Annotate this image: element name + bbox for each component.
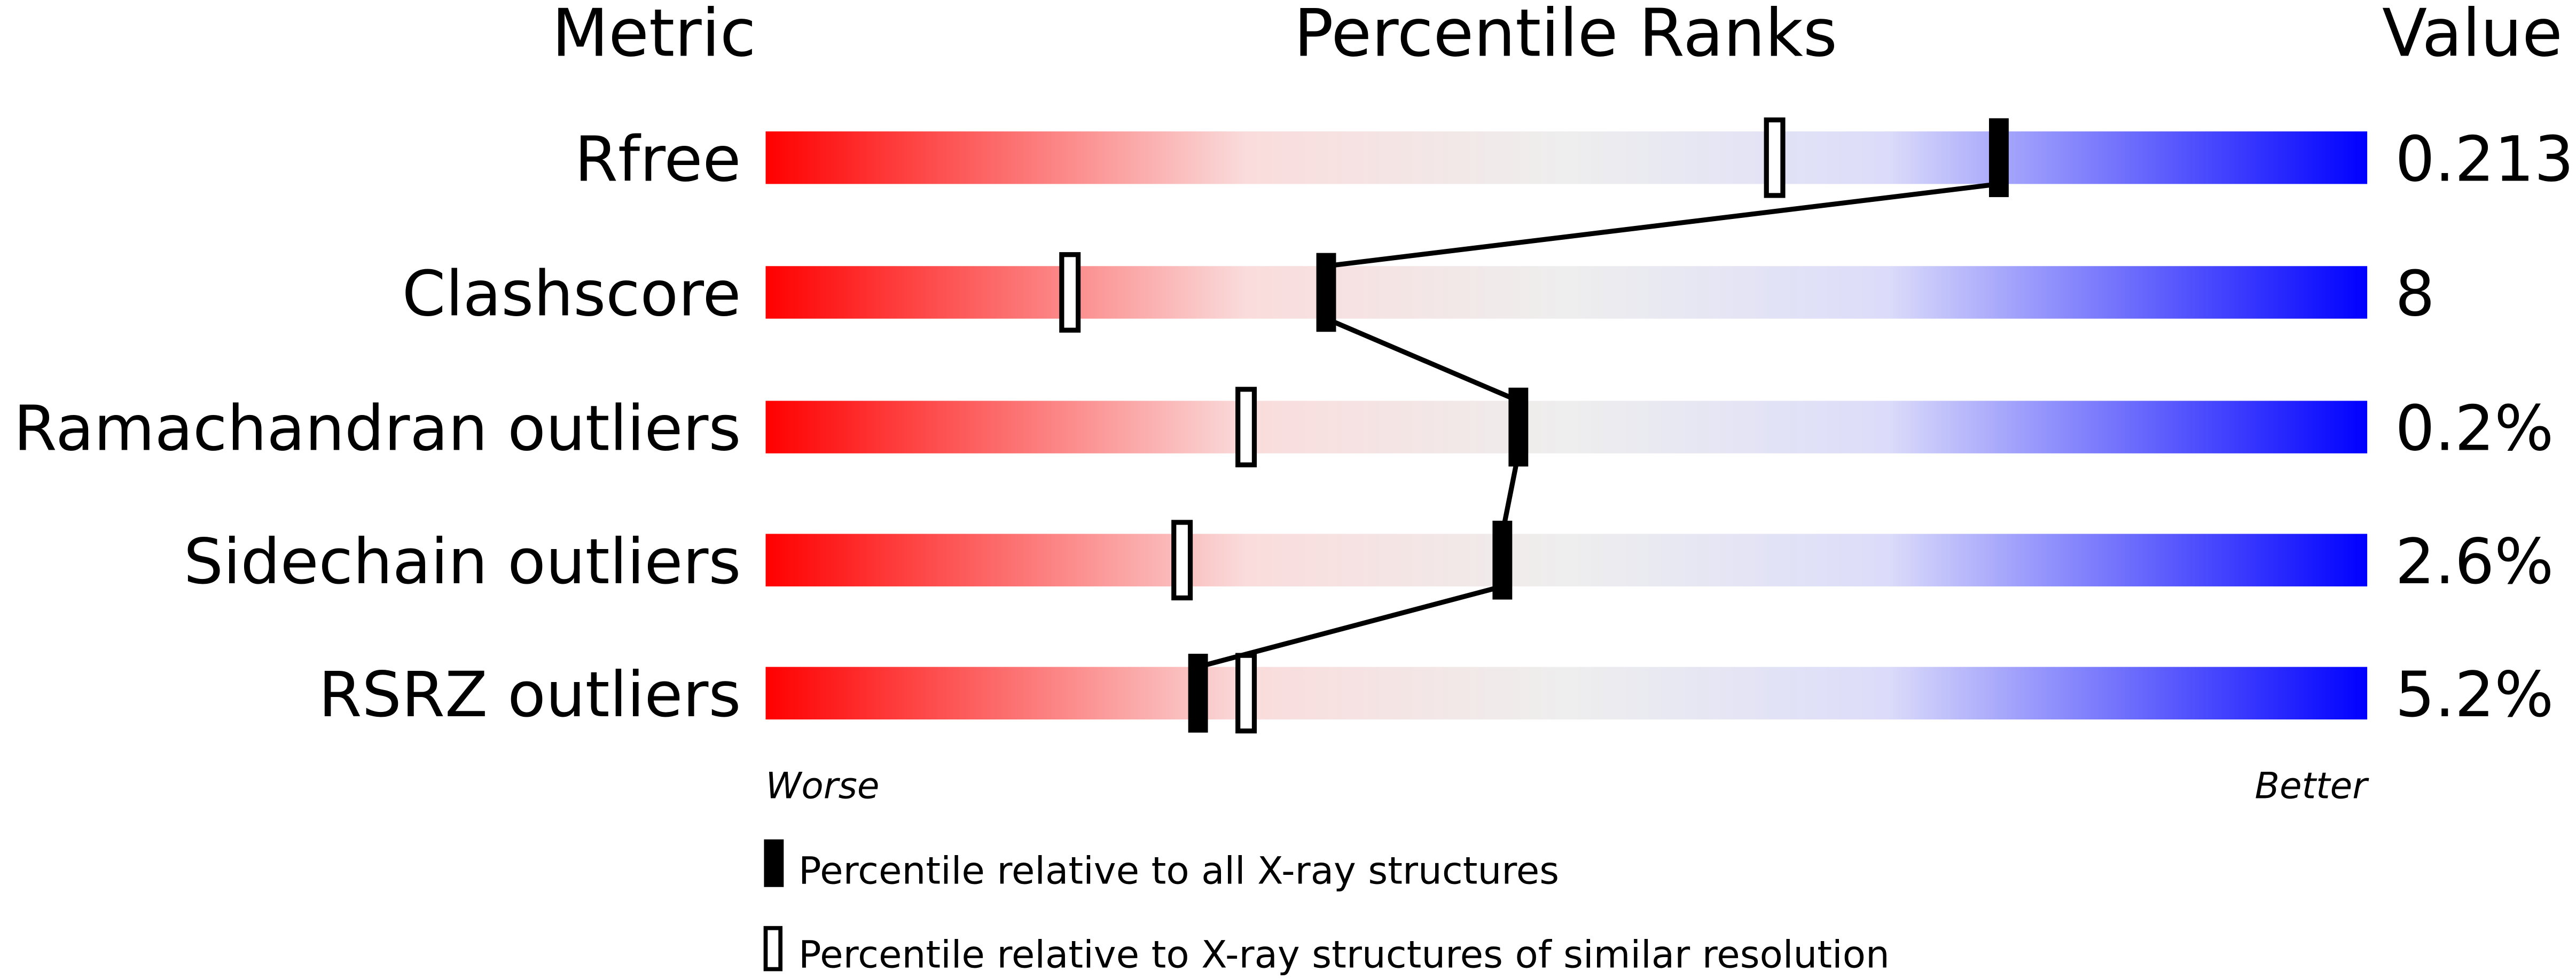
metric-value: 2.6%	[2395, 526, 2554, 598]
better-label: Better	[2255, 765, 2370, 807]
connector-line	[1325, 316, 1520, 403]
header-metric: Metric	[552, 0, 756, 72]
metric-label: Ramachandran outliers	[13, 393, 741, 465]
all-structures-marker	[1988, 118, 2009, 198]
metric-label: Clashscore	[402, 257, 741, 330]
connector-line	[1326, 181, 1999, 269]
metric-value: 8	[2395, 257, 2434, 330]
metric-value: 0.2%	[2395, 393, 2554, 465]
header-value: Value	[2382, 0, 2563, 72]
connector-line	[1500, 452, 1521, 535]
metric-label: RSRZ outliers	[318, 659, 741, 731]
legend-open-marker	[763, 926, 783, 972]
all-structures-marker	[1508, 387, 1529, 467]
all-structures-marker	[1492, 520, 1513, 600]
similar-resolution-marker	[1059, 252, 1081, 333]
all-structures-marker	[1188, 654, 1208, 733]
percentile-bar	[765, 131, 2368, 184]
similar-resolution-marker	[1171, 520, 1193, 601]
header-percentile-ranks: Percentile Ranks	[1294, 0, 1837, 72]
percentile-bar	[765, 667, 2368, 720]
similar-resolution-marker	[1235, 387, 1257, 467]
all-structures-marker	[1316, 253, 1336, 332]
metric-value: 0.213	[2395, 123, 2574, 195]
legend-filled-marker	[764, 839, 784, 887]
percentile-bar	[765, 266, 2368, 319]
legend-filled-label: Percentile relative to all X-ray structu…	[798, 849, 1559, 893]
percentile-bar	[765, 534, 2368, 586]
similar-resolution-marker	[1235, 653, 1257, 734]
metric-value: 5.2%	[2395, 659, 2554, 731]
percentile-bar	[765, 401, 2368, 453]
metric-label: Rfree	[575, 123, 741, 195]
worse-label: Worse	[765, 765, 879, 807]
metric-label: Sidechain outliers	[184, 526, 741, 598]
legend-open-label: Percentile relative to X-ray structures …	[798, 932, 1890, 976]
similar-resolution-marker	[1764, 117, 1786, 198]
